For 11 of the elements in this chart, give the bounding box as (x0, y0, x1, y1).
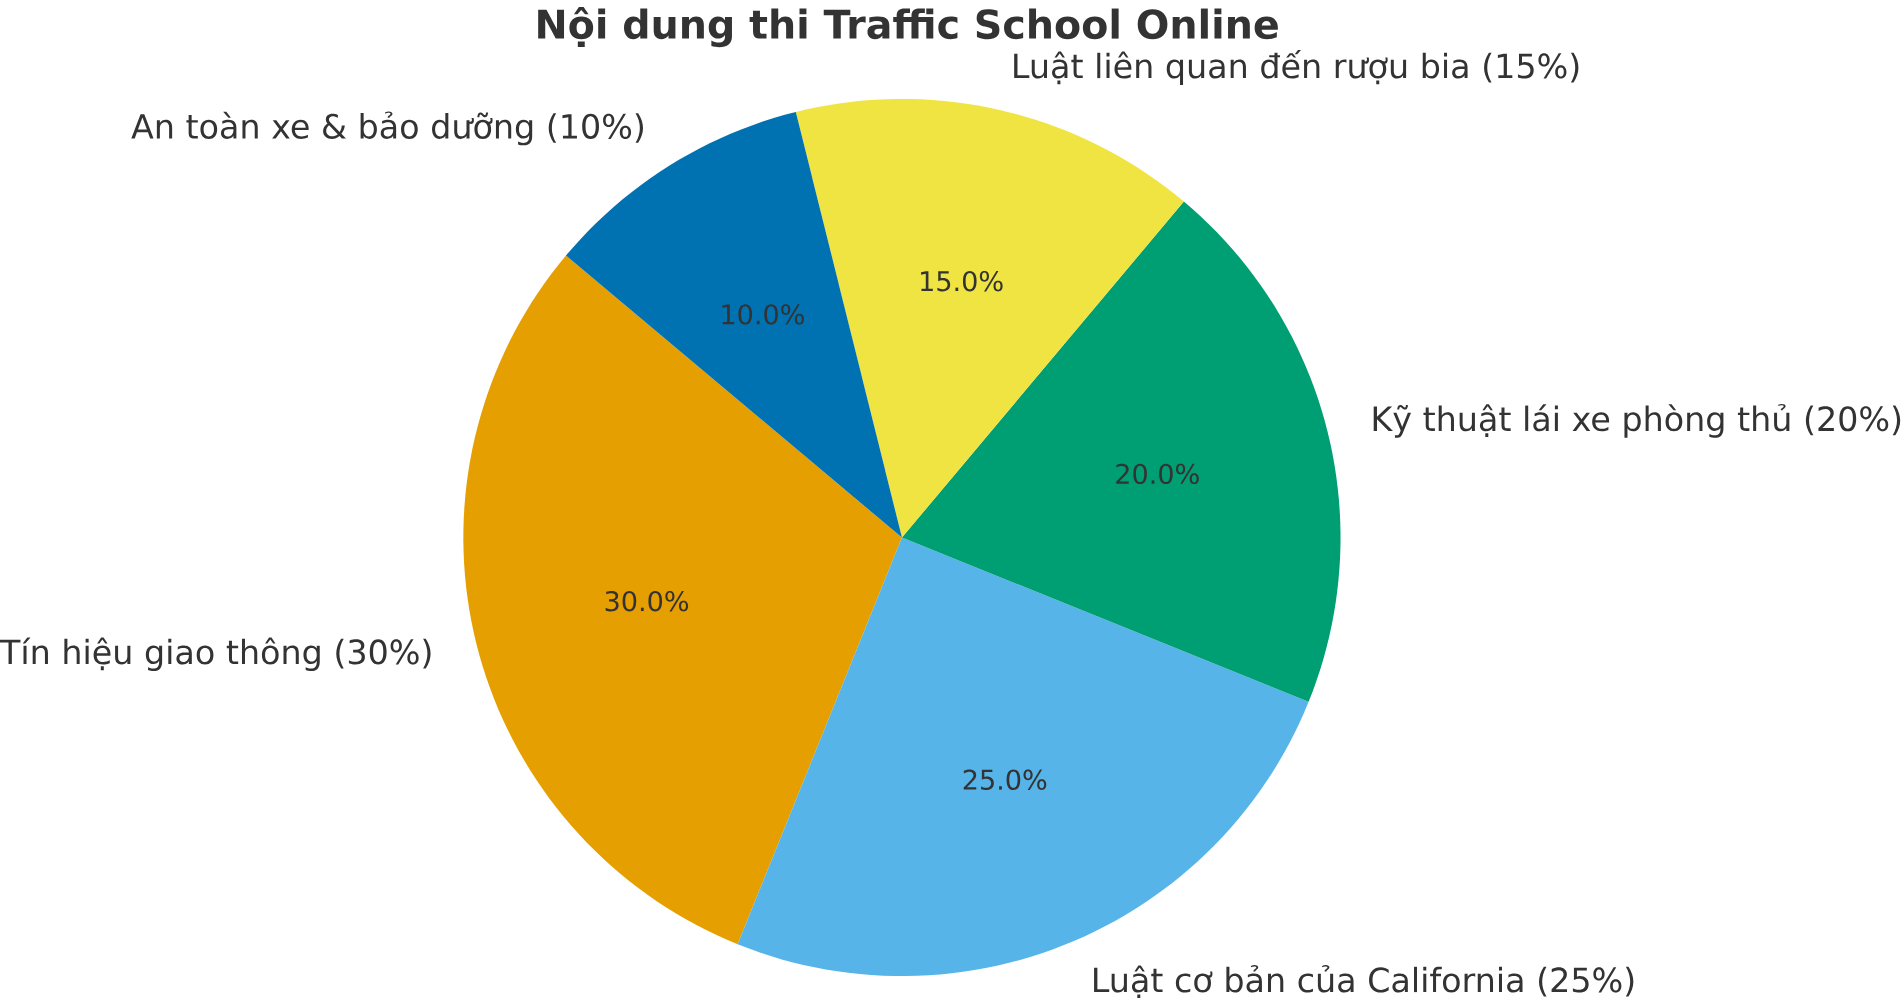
slice-label: Luật liên quan đến rượu bia (15%) (1014, 49, 1579, 85)
data-label: 20.0% (1116, 463, 1199, 485)
chart-title: Nội dung thi Traffic School Online (538, 6, 1278, 48)
slice-label: Tín hiệu giao thông (30%) (0, 637, 431, 671)
slice-label: Kỹ thuật lái xe phòng thủ (20%) (1373, 403, 1901, 438)
data-label: 25.0% (963, 769, 1047, 790)
slice-label: An toàn xe & bảo dưỡng (10%) (131, 111, 644, 146)
data-label: 15.0% (921, 270, 1003, 292)
data-label: 30.0% (605, 590, 689, 612)
data-label: 10.0% (722, 304, 804, 325)
slice-label: Luật cơ bản của California (25%) (1094, 965, 1634, 998)
